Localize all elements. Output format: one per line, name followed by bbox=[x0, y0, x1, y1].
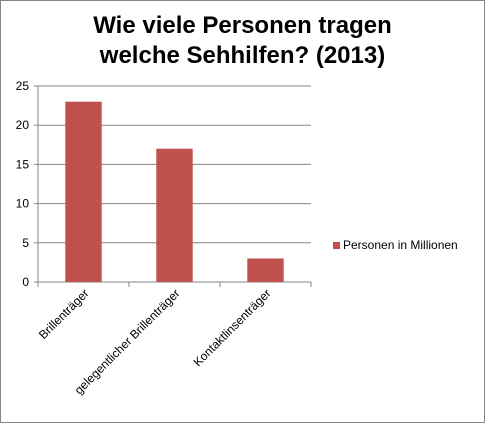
y-tick-label: 15 bbox=[16, 157, 30, 171]
x-category-label: Kontaktlinsenträger bbox=[191, 286, 274, 369]
bar bbox=[247, 258, 284, 282]
x-category-label: gelegentlicher Brillenträger bbox=[72, 286, 183, 397]
y-tick-label: 0 bbox=[22, 275, 29, 289]
chart-title: Wie viele Personen tragen welche Sehhilf… bbox=[1, 11, 484, 71]
chart-title-line-2: welche Sehhilfen? (2013) bbox=[99, 42, 386, 69]
y-tick-label: 10 bbox=[16, 197, 30, 211]
y-tick-label: 25 bbox=[16, 79, 30, 93]
legend: Personen in Millionen bbox=[333, 238, 458, 252]
bar bbox=[65, 101, 102, 283]
legend-swatch bbox=[333, 241, 340, 249]
chart-title-line-1: Wie viele Personen tragen bbox=[93, 12, 392, 39]
legend-label: Personen in Millionen bbox=[343, 238, 458, 252]
y-tick-label: 5 bbox=[22, 236, 29, 250]
bar bbox=[156, 148, 193, 282]
x-category-label: Brillenträger bbox=[36, 286, 92, 342]
bars bbox=[65, 101, 284, 283]
y-tick-label: 20 bbox=[16, 118, 30, 132]
